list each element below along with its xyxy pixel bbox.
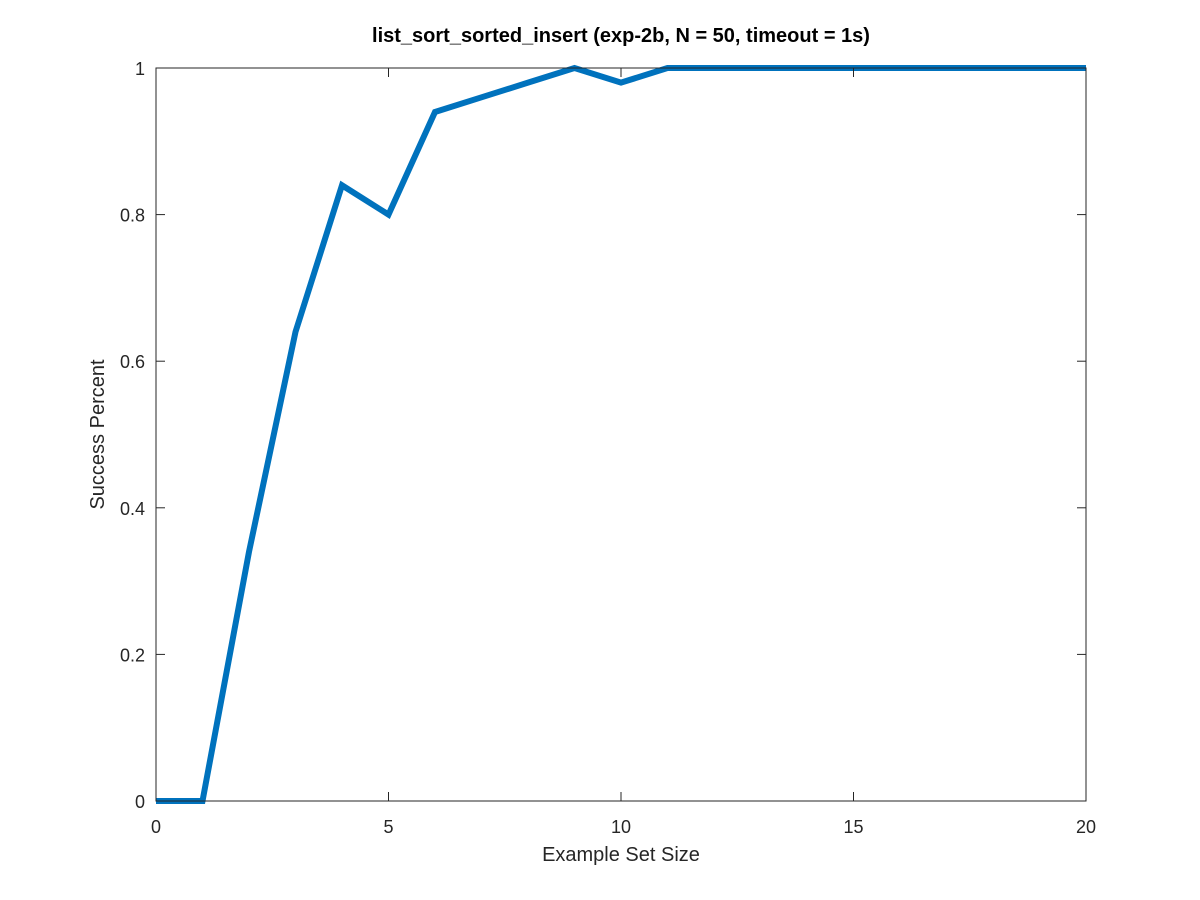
plot-area — [156, 68, 1086, 801]
y-tick-label: 0.4 — [120, 499, 145, 519]
axes-box — [155, 67, 1087, 802]
axes: 0 5 10 15 20 0 0.2 0.4 0.6 0.8 1 — [120, 59, 1096, 837]
y-tick-label: 0.6 — [120, 352, 145, 372]
y-tick-label: 1 — [135, 59, 145, 79]
y-axis-label: Success Percent — [87, 359, 109, 510]
x-tick-label: 20 — [1076, 817, 1096, 837]
x-tick-label: 15 — [843, 817, 863, 837]
y-tick-label: 0.8 — [120, 206, 145, 226]
chart-title: list_sort_sorted_insert (exp-2b, N = 50,… — [372, 25, 870, 47]
y-tick-label: 0 — [135, 792, 145, 812]
y-tick-label: 0.2 — [120, 645, 145, 665]
ticks-layer: 0 5 10 15 20 0 0.2 0.4 0.6 0.8 1 — [120, 59, 1096, 837]
x-tick-label: 10 — [611, 817, 631, 837]
x-axis-label: Example Set Size — [542, 844, 700, 866]
x-tick-label: 0 — [151, 817, 161, 837]
x-tick-label: 5 — [383, 817, 393, 837]
